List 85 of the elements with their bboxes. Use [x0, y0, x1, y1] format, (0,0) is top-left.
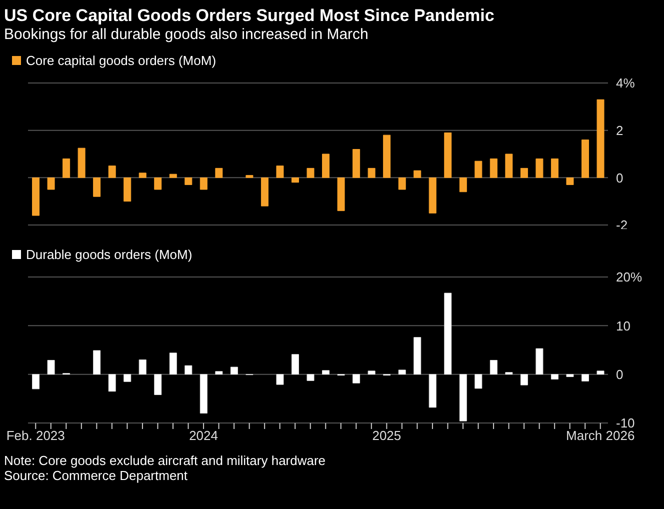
bar — [306, 168, 314, 178]
chart-title: US Core Capital Goods Orders Surged Most Since Pandemic — [4, 6, 496, 26]
x-tick-label: 2024 — [189, 428, 218, 444]
bar — [368, 370, 376, 375]
bar — [260, 177, 268, 206]
bar — [368, 168, 376, 178]
bar — [490, 360, 498, 375]
bar — [200, 177, 208, 190]
chart-subtitle: Bookings for all durable goods also increased in March — [4, 26, 370, 43]
bar — [215, 371, 223, 375]
bar — [536, 348, 544, 375]
bar — [138, 359, 146, 375]
bar — [459, 374, 467, 422]
bar — [459, 177, 467, 192]
bar — [169, 352, 177, 375]
bar — [566, 177, 574, 186]
bar — [505, 154, 513, 178]
bar — [322, 154, 330, 178]
bar — [47, 177, 55, 190]
bar — [246, 175, 254, 178]
bar — [291, 177, 299, 183]
bar — [78, 148, 86, 178]
bar — [581, 374, 589, 382]
bar — [124, 374, 132, 382]
bar — [154, 177, 162, 190]
bar — [352, 149, 360, 178]
bar — [581, 140, 589, 178]
bar — [47, 360, 55, 375]
bar — [474, 160, 482, 178]
bar — [184, 177, 192, 186]
y-tick-label: 4% — [616, 76, 636, 91]
x-tick-label: March 2026 — [566, 428, 635, 444]
bar — [444, 132, 452, 178]
bar — [520, 374, 528, 386]
bar — [184, 365, 192, 375]
bar — [596, 370, 604, 375]
bar — [291, 354, 299, 375]
bar — [398, 177, 406, 190]
bar — [566, 374, 574, 378]
bar — [520, 168, 528, 178]
bar — [444, 292, 452, 375]
bar — [230, 366, 238, 375]
bar — [414, 337, 422, 375]
bar — [352, 374, 360, 384]
bar — [322, 370, 330, 375]
bar — [169, 174, 177, 178]
bar — [550, 158, 558, 178]
source-note: Source: Commerce Department — [4, 468, 189, 483]
bar — [428, 374, 436, 408]
bar — [62, 158, 70, 178]
bar — [200, 374, 208, 414]
y-tick-label: 10 — [616, 318, 630, 334]
bar — [32, 374, 40, 390]
bar — [32, 177, 40, 216]
bar — [215, 168, 223, 178]
bar — [490, 158, 498, 178]
bar — [124, 177, 132, 202]
bar — [383, 134, 391, 178]
bar — [93, 350, 101, 375]
x-tick-label: Feb. 2023 — [6, 428, 65, 444]
bar — [93, 177, 101, 197]
bar — [474, 374, 482, 389]
bar — [276, 374, 284, 385]
y-tick-label: 2 — [616, 122, 624, 138]
bar — [337, 177, 345, 212]
bar — [306, 374, 314, 381]
y-tick-label: -10 — [616, 416, 635, 431]
bar — [596, 99, 604, 178]
bar — [108, 374, 116, 392]
bar — [536, 158, 544, 178]
y-tick-label: 0 — [616, 366, 624, 382]
bar — [276, 166, 284, 178]
bar — [414, 170, 422, 178]
bar — [154, 374, 162, 396]
text: Note: Core goods exclude aircraft and military hardware — [4, 453, 327, 468]
legend-label: Durable goods orders (MoM) — [25, 247, 192, 262]
legend-label: Core capital goods orders (MoM) — [25, 53, 216, 68]
bar — [108, 166, 116, 178]
bar — [428, 177, 436, 214]
y-tick-label: 0 — [616, 170, 624, 186]
y-tick-label: 20% — [616, 270, 642, 285]
bar — [398, 370, 406, 375]
x-tick-label: 2025 — [372, 428, 402, 444]
bar — [550, 374, 558, 380]
bar — [138, 172, 146, 178]
